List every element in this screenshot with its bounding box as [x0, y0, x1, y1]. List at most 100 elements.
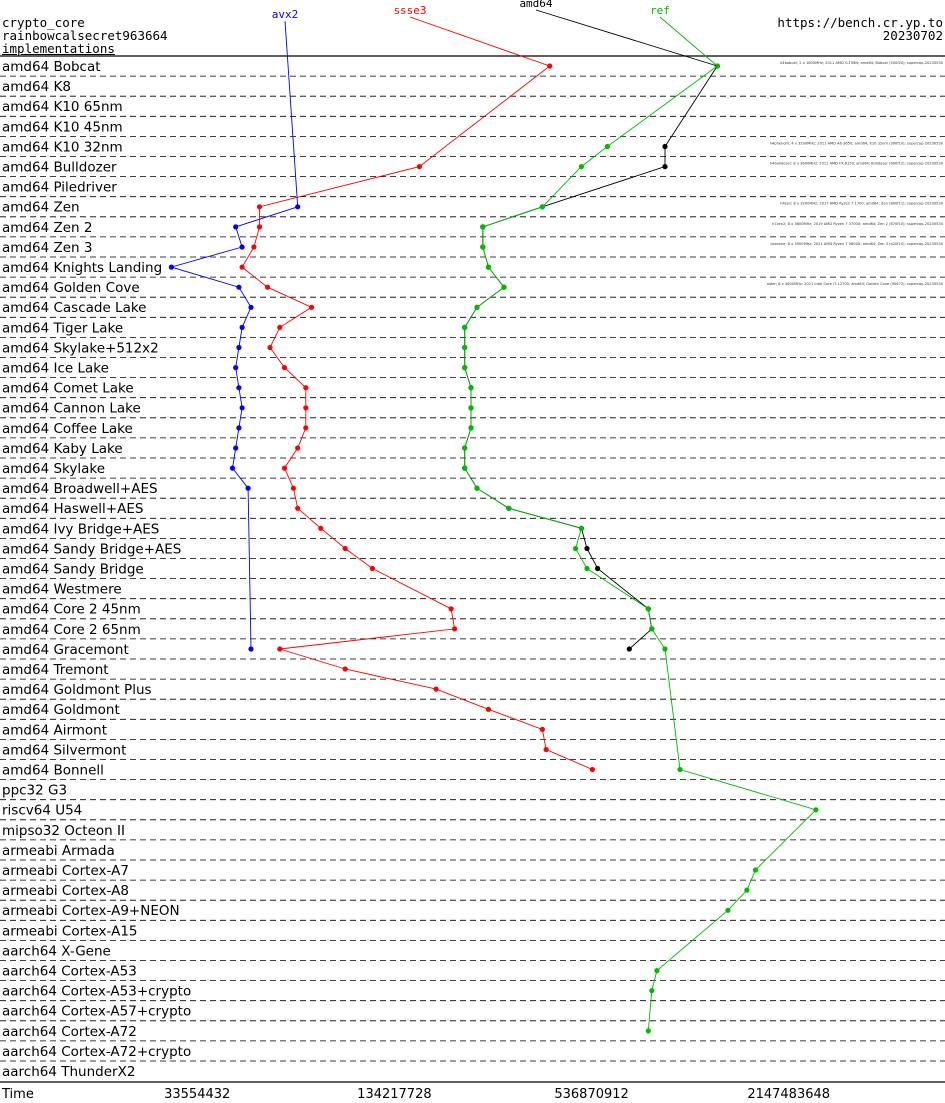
- point-ref: [744, 887, 750, 893]
- point-amd64: [584, 545, 590, 552]
- point-ref: [480, 244, 486, 250]
- x-tick-label: 536870912: [554, 1087, 628, 1102]
- point-ref: [578, 525, 585, 531]
- point-ref: [462, 324, 468, 330]
- row-label: amd64 Bonnell: [2, 763, 104, 779]
- point-ssse3: [543, 746, 549, 753]
- point-ssse3: [281, 365, 288, 371]
- machine-label: cezanne; 8 x 3900MHz; 2021 AMD Ryzen 7 5…: [770, 242, 943, 246]
- row-label: amd64 Core 2 65nm: [2, 622, 141, 638]
- point-ref: [813, 807, 819, 813]
- machine-label: h4bulldozer; 8 x 3600MHz; 2011 AMD FX-81…: [770, 162, 944, 166]
- point-ssse3: [303, 405, 309, 411]
- point-avx2: [248, 646, 254, 652]
- point-ssse3: [448, 606, 454, 612]
- series-leader-ssse3: [409, 16, 550, 67]
- row-label: amd64 K8: [2, 79, 71, 95]
- point-ref: [578, 164, 585, 170]
- row-label: amd64 Ice Lake: [2, 361, 109, 377]
- point-ssse3: [303, 425, 309, 431]
- series-line-avx2: [169, 206, 298, 650]
- point-ref: [468, 385, 474, 391]
- row-label: amd64 Sandy Bridge: [2, 562, 144, 578]
- row-label: amd64 Airmont: [2, 722, 107, 738]
- point-avx2: [239, 405, 245, 411]
- row-label: amd64 Cannon Lake: [2, 401, 141, 417]
- series-label-amd64: amd64: [519, 0, 552, 10]
- point-ssse3: [303, 385, 309, 391]
- row-label: amd64 Golden Cove: [2, 280, 140, 296]
- row-label: amd64 Cascade Lake: [2, 300, 147, 316]
- point-ref: [752, 867, 759, 873]
- x-tick-label: 2147483648: [747, 1087, 830, 1102]
- series-labels-layer: avx2 ssse3 amd64 ref: [272, 0, 718, 207]
- row-label: riscv64 U54: [2, 803, 82, 819]
- point-avx2: [236, 284, 242, 290]
- point-ref: [604, 143, 611, 150]
- point-ssse3: [267, 344, 273, 351]
- row-label: amd64 K10 32nm: [2, 139, 123, 155]
- point-avx2: [239, 324, 245, 330]
- point-avx2: [233, 224, 239, 230]
- row-label: amd64 Skylake+512x2: [2, 340, 159, 356]
- point-avx2: [236, 425, 242, 431]
- row-label: amd64 Bobcat: [2, 59, 101, 75]
- machine-label: h7zen2; 8 x 3600MHz; 2019 AMD Ryzen 7 37…: [772, 222, 944, 226]
- point-ssse3: [539, 726, 546, 733]
- point-amd64: [662, 143, 668, 150]
- row-label: amd64 Ivy Bridge+AES: [2, 521, 159, 537]
- point-ref: [462, 365, 468, 371]
- row-label: amd64 Knights Landing: [2, 260, 162, 276]
- point-ref: [485, 264, 491, 270]
- row-label: armeabi Cortex-A9+NEON: [2, 903, 180, 919]
- row-label: amd64 Sandy Bridge+AES: [2, 541, 181, 557]
- header-title-line3[interactable]: implementations: [2, 41, 115, 56]
- header-url[interactable]: https://bench.cr.yp.to: [777, 15, 943, 30]
- point-ssse3: [251, 244, 257, 250]
- row-label: amd64 Kaby Lake: [2, 441, 123, 457]
- row-label: amd64 Tremont: [2, 662, 109, 678]
- point-ssse3: [281, 465, 288, 471]
- row-label: aarch64 Cortex-A53: [2, 964, 137, 980]
- point-avx2: [245, 485, 251, 491]
- point-ref: [480, 224, 486, 230]
- series-line-ssse3: [241, 65, 593, 770]
- point-amd64: [595, 565, 601, 572]
- row-label: amd64 Coffee Lake: [2, 421, 133, 437]
- row-label: armeabi Armada: [2, 843, 115, 859]
- series-lines-layer: [169, 65, 817, 1031]
- row-label: amd64 Silvermont: [2, 742, 126, 758]
- x-axis: Time 33554432 134217728 536870912 2147483648: [1, 1087, 830, 1102]
- point-ref: [506, 505, 512, 511]
- point-ssse3: [295, 505, 301, 511]
- point-ssse3: [547, 63, 553, 69]
- point-ssse3: [256, 204, 263, 210]
- point-ref: [573, 545, 579, 552]
- point-ssse3: [295, 445, 301, 451]
- row-label: aarch64 Cortex-A72+crypto: [2, 1044, 191, 1060]
- row-label: armeabi Cortex-A7: [2, 863, 129, 879]
- point-ssse3: [309, 304, 315, 310]
- row-label: mipso32 Octeon II: [2, 823, 125, 839]
- point-ssse3: [342, 545, 348, 552]
- point-ref: [725, 907, 731, 913]
- point-ssse3: [318, 525, 324, 531]
- row-layer: amd64 Bobcat h4bobcat; 2 x 1600MHz; 2011 …: [0, 55, 945, 1083]
- point-ssse3: [277, 646, 283, 652]
- point-ssse3: [290, 485, 296, 491]
- row-label: aarch64 Cortex-A57+crypto: [2, 1004, 191, 1020]
- row-label: amd64 Bulldozer: [2, 160, 117, 176]
- row-label: amd64 Goldmont: [2, 702, 120, 718]
- series-leader-amd64: [535, 9, 718, 67]
- row-label: amd64 Zen: [2, 200, 80, 216]
- row-label: amd64 Westmere: [2, 582, 122, 598]
- row-label: aarch64 Cortex-A72: [2, 1024, 137, 1040]
- point-ref: [468, 425, 474, 431]
- point-amd64: [662, 164, 668, 170]
- machine-label: h4zen; 8 x 3200MHz; 2017 AMD Ryzen 7 170…: [780, 202, 943, 206]
- point-avx2: [239, 244, 245, 250]
- point-ssse3: [589, 766, 596, 773]
- row-label: armeabi Cortex-A15: [2, 923, 138, 939]
- machine-label: alder; 8 x 3600MHz; 2021 Intel Core i7-1…: [767, 282, 944, 286]
- point-avx2: [248, 304, 254, 310]
